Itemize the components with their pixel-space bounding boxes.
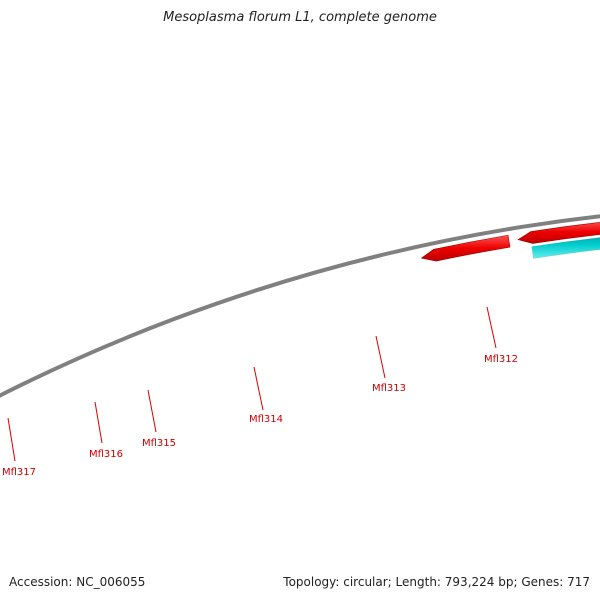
forward-feature-arrow <box>420 234 511 262</box>
gene-leader-line <box>486 306 497 349</box>
gene-leader-line <box>147 389 157 433</box>
gene-label: Mfl316 <box>89 449 123 460</box>
gene-label: Mfl317 <box>2 467 36 478</box>
genome-backbone <box>0 214 600 398</box>
gene-leader-line <box>94 401 103 444</box>
gene-label-group: Mfl312 Mfl313 Mfl314 Mfl315 Mfl316 Mfl317 <box>2 306 518 478</box>
gene-leader-line <box>253 366 264 411</box>
gene-label: Mfl315 <box>142 438 176 449</box>
reverse-feature-block <box>531 237 600 259</box>
reverse-feature-ring <box>531 237 600 259</box>
gene-label: Mfl314 <box>249 414 283 425</box>
accession-text: Accession: NC_006055 <box>9 575 146 589</box>
gene-leader-line <box>7 417 16 462</box>
forward-feature-ring <box>420 222 600 262</box>
map-title: Mesoplasma florum L1, complete genome <box>163 10 437 25</box>
gene-leader-line <box>375 335 386 379</box>
topology-text: Topology: circular; Length: 793,224 bp; … <box>283 575 590 589</box>
gene-label: Mfl313 <box>372 383 406 394</box>
gene-label: Mfl312 <box>484 354 518 365</box>
forward-feature-arrow <box>517 222 600 244</box>
